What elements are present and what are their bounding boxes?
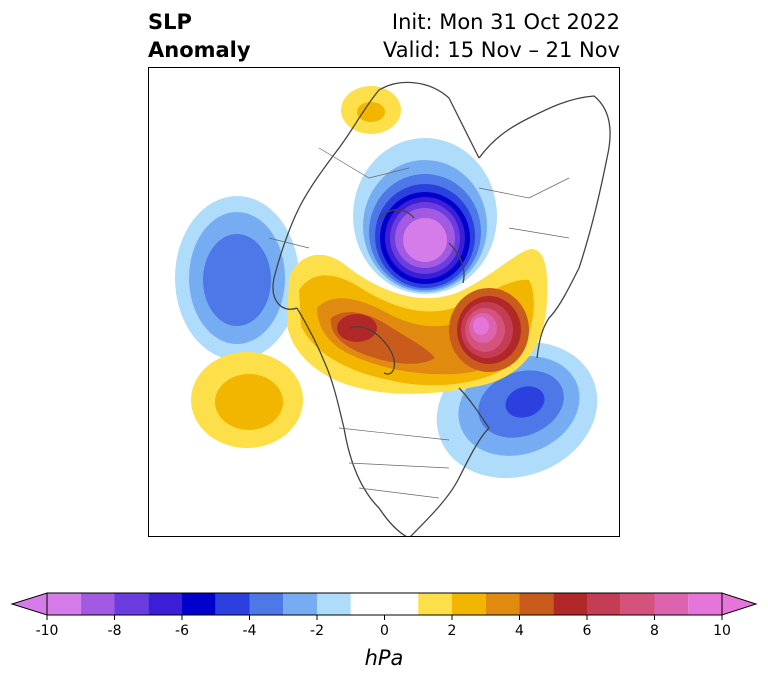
colorbar-tick-label: 0 bbox=[380, 623, 389, 639]
colorbar-bin-13 bbox=[519, 593, 554, 615]
coastlines bbox=[272, 81, 611, 536]
colorbar-tick-label: -8 bbox=[107, 623, 122, 639]
borders bbox=[268, 147, 570, 499]
africa-high bbox=[341, 86, 401, 134]
colorbar-bin-5 bbox=[215, 593, 250, 615]
colorbar-bin-8 bbox=[317, 593, 351, 615]
valid-range: Valid: 15 Nov – 21 Nov bbox=[383, 38, 620, 62]
colorbar-bin-10 bbox=[418, 593, 452, 615]
colorbar-bin-16 bbox=[620, 593, 655, 615]
colorbar-bin-15 bbox=[587, 593, 621, 615]
colorbar-tick-label: 10 bbox=[713, 623, 731, 639]
colorbar-tick-label: 6 bbox=[582, 623, 592, 639]
init-date: Init: Mon 31 Oct 2022 bbox=[391, 10, 620, 34]
colorbar-tick-label: 2 bbox=[447, 623, 457, 639]
title-line-1: SLP bbox=[148, 10, 192, 34]
colorbar-bin-1 bbox=[80, 593, 115, 615]
colorbar-bin-7 bbox=[283, 593, 317, 615]
colorbar-tick-label: -10 bbox=[35, 623, 59, 639]
colorbar-bin-11 bbox=[452, 593, 486, 615]
north-pacific-low bbox=[175, 196, 299, 360]
colorbar-unit: hPa bbox=[364, 646, 404, 670]
colorbar-tick-label: -2 bbox=[310, 623, 324, 639]
colorbar-bin-4 bbox=[182, 593, 216, 615]
title-line-2: Anomaly bbox=[148, 38, 251, 62]
colorbar-extend-over bbox=[721, 592, 758, 616]
colorbar-tick-label: -4 bbox=[242, 623, 257, 639]
colorbar-bin-12 bbox=[485, 593, 520, 615]
colorbar bbox=[0, 585, 768, 685]
polar-low bbox=[353, 138, 497, 294]
map-svg bbox=[175, 81, 611, 536]
colorbar-tick-label: -6 bbox=[175, 623, 189, 639]
colorbar-bin-14 bbox=[553, 593, 587, 615]
canada-europe-high bbox=[287, 249, 548, 394]
colorbar-tick-label: 4 bbox=[515, 623, 524, 639]
colorbar-bin-17 bbox=[654, 593, 689, 615]
colorbar-svg bbox=[10, 592, 758, 620]
colorbar-bin-9 bbox=[350, 593, 419, 615]
colorbar-bin-18 bbox=[688, 593, 722, 615]
date-info: Init: Mon 31 Oct 2022 Valid: 15 Nov – 21… bbox=[383, 8, 620, 64]
colorbar-bin-2 bbox=[114, 593, 149, 615]
pacific-high bbox=[191, 352, 303, 448]
map-title: SLP Anomaly bbox=[148, 8, 251, 64]
colorbar-bin-0 bbox=[47, 593, 81, 615]
colorbar-bin-3 bbox=[148, 593, 182, 615]
colorbar-bin-6 bbox=[249, 593, 284, 615]
colorbar-extend-under bbox=[10, 592, 48, 616]
anomaly-map bbox=[148, 67, 620, 537]
colorbar-tick-label: 8 bbox=[650, 623, 659, 639]
